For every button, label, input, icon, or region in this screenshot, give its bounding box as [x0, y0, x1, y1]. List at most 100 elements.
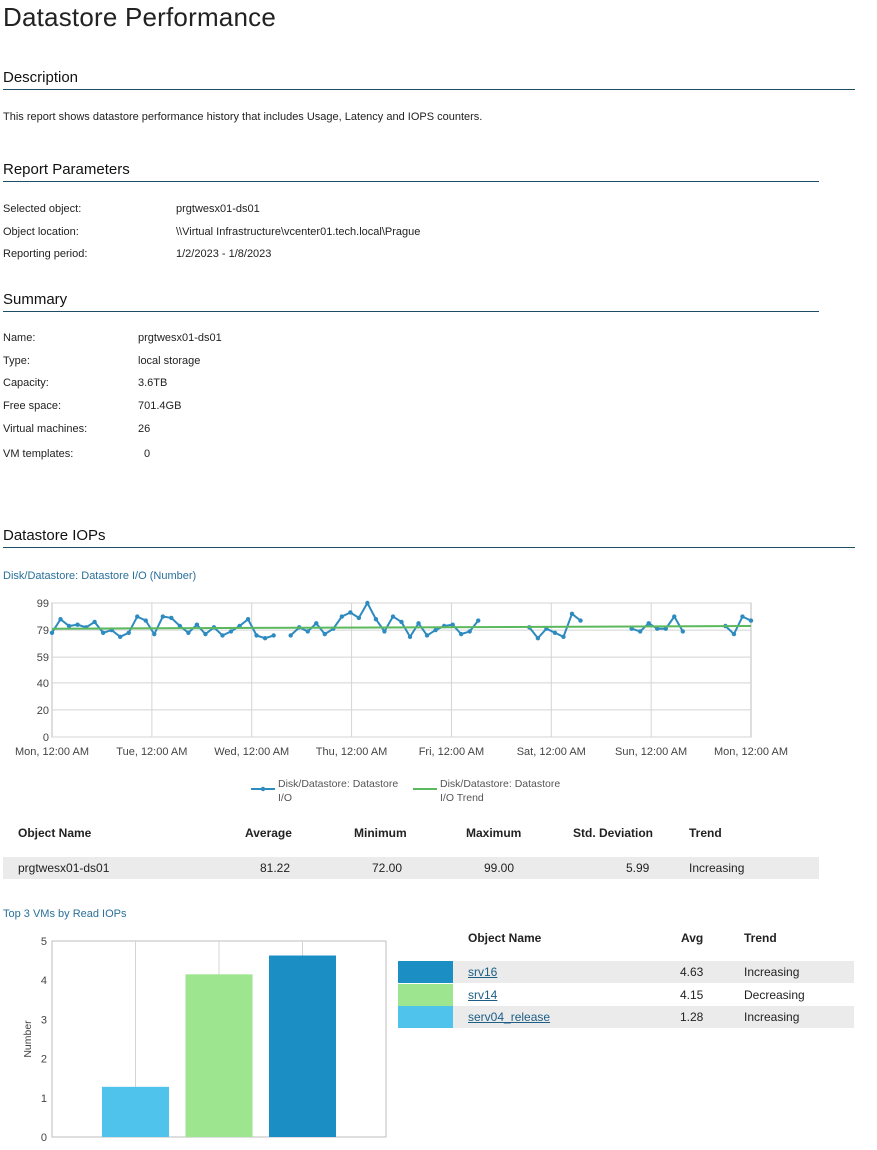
top3-header-trend: Trend: [744, 931, 777, 945]
data-point: [356, 615, 362, 621]
data-point: [348, 610, 353, 615]
data-point: [100, 630, 106, 635]
data-point: [126, 630, 131, 635]
iops-chart-legend: Disk/Datastore: Datastore I/O Disk/Datas…: [250, 777, 590, 807]
data-point: [92, 619, 97, 625]
vm-link-serv04-release[interactable]: serv04_release: [468, 1010, 551, 1024]
y-tick-label: 20: [37, 705, 49, 717]
summary-label: Type:: [3, 355, 30, 367]
data-point: [228, 629, 234, 634]
x-tick-label: Tue, 12:00 AM: [116, 746, 187, 758]
vm-avg: 4.15: [680, 988, 704, 1002]
data-point: [186, 630, 191, 635]
summary-value: 701.4GB: [138, 400, 182, 412]
stats-header-std-deviation: Std. Deviation: [573, 826, 654, 840]
data-point: [433, 627, 438, 633]
summary-value: 26: [138, 423, 151, 435]
stats-header-object-name: Object Name: [18, 826, 92, 840]
y-tick-label: 0: [41, 1132, 47, 1144]
parameter-value: \\Virtual Infrastructure\vcenter01.tech.…: [176, 226, 421, 238]
parameter-label: Reporting period:: [3, 248, 88, 260]
data-point: [75, 622, 80, 627]
iops-heading: Datastore IOPs: [3, 527, 106, 544]
data-point: [220, 633, 225, 638]
data-point: [169, 615, 174, 621]
stats-cell-minimum: 72.00: [372, 861, 403, 875]
data-point: [663, 626, 668, 631]
table-row: prgtwesx01-ds01 81.22 72.00 99.00 5.99 I…: [3, 857, 819, 879]
data-point: [152, 631, 157, 637]
data-point: [143, 618, 148, 623]
color-swatch: [398, 961, 453, 983]
stats-cell-trend: Increasing: [689, 861, 745, 875]
data-point: [680, 629, 686, 634]
parameters-heading: Report Parameters: [3, 161, 130, 178]
data-point: [177, 623, 183, 629]
y-tick-label: 4: [41, 975, 47, 987]
description-rule: [3, 89, 855, 90]
y-tick-label: 40: [37, 678, 49, 690]
data-point: [467, 629, 472, 634]
parameters-rule: [3, 181, 819, 182]
legend-label-trend-line2: I/O Trend: [440, 792, 484, 804]
color-swatch: [398, 1006, 453, 1028]
summary-label: Virtual machines:: [3, 423, 88, 435]
top3-bar-chart: 0 1 2 3 4 5 Number: [22, 936, 387, 1144]
stats-cell-maximum: 99.00: [484, 861, 515, 875]
data-point: [305, 629, 310, 634]
stats-header-maximum: Maximum: [466, 826, 522, 840]
data-point: [262, 635, 268, 641]
x-tick-label: Fri, 12:00 AM: [419, 746, 484, 758]
data-point: [655, 626, 660, 631]
color-swatch: [398, 984, 453, 1006]
data-point: [476, 618, 481, 623]
summary-label: Name:: [3, 332, 36, 344]
y-tick-label: 99: [37, 598, 49, 610]
description-heading: Description: [3, 69, 79, 86]
data-point: [160, 614, 166, 619]
page-title: Datastore Performance: [3, 2, 276, 32]
x-tick-label: Mon, 12:00 AM: [15, 746, 89, 758]
parameter-value: 1/2/2023 - 1/8/2023: [176, 248, 272, 260]
top3-header-object-name: Object Name: [468, 931, 542, 945]
data-point: [365, 600, 370, 606]
data-point: [314, 621, 319, 626]
data-point: [578, 618, 583, 623]
iops-chart-title: Disk/Datastore: Datastore I/O (Number): [3, 570, 197, 582]
data-point: [637, 629, 643, 634]
stats-cell-name: prgtwesx01-ds01: [18, 861, 110, 875]
table-row: serv04_release 1.28 Increasing: [398, 1006, 854, 1028]
summary-value: 3.6TB: [138, 377, 168, 389]
summary-label: Capacity:: [3, 377, 49, 389]
data-point: [49, 630, 55, 635]
data-point: [407, 634, 413, 640]
vm-trend: Increasing: [744, 965, 800, 979]
description-text: This report shows datastore performance …: [3, 111, 483, 123]
legend-swatch-io: [251, 786, 275, 792]
iops-line-chart: 0 20 40 59 79 99 Mon, 12:00 AM Tue, 12:00 AM Wed…: [15, 598, 788, 758]
y-tick-label: 0: [43, 732, 49, 744]
parameter-value: prgtwesx01-ds01: [176, 203, 260, 215]
data-point: [322, 631, 327, 637]
stats-header-average: Average: [245, 826, 292, 840]
data-point: [561, 634, 566, 640]
plot-area: [51, 602, 752, 738]
x-tick-label: Wed, 12:00 AM: [214, 746, 289, 758]
summary-label: VM templates:: [3, 448, 74, 460]
vm-link-srv14[interactable]: srv14: [468, 988, 498, 1002]
y-tick-label: 1: [41, 1093, 47, 1105]
series-line-trend: [51, 625, 752, 630]
summary-label: Free space:: [3, 400, 62, 412]
data-point: [288, 633, 293, 638]
stats-cell-average: 81.22: [260, 861, 291, 875]
data-point: [254, 633, 259, 638]
iops-rule: [3, 547, 855, 548]
data-point: [58, 617, 63, 622]
parameter-label: Object location:: [3, 226, 79, 238]
data-point: [458, 631, 464, 637]
data-point: [203, 631, 208, 637]
vm-link-srv16[interactable]: srv16: [468, 965, 498, 979]
stats-header-trend: Trend: [689, 826, 722, 840]
y-tick-label: 3: [41, 1014, 47, 1026]
data-point: [569, 611, 575, 617]
